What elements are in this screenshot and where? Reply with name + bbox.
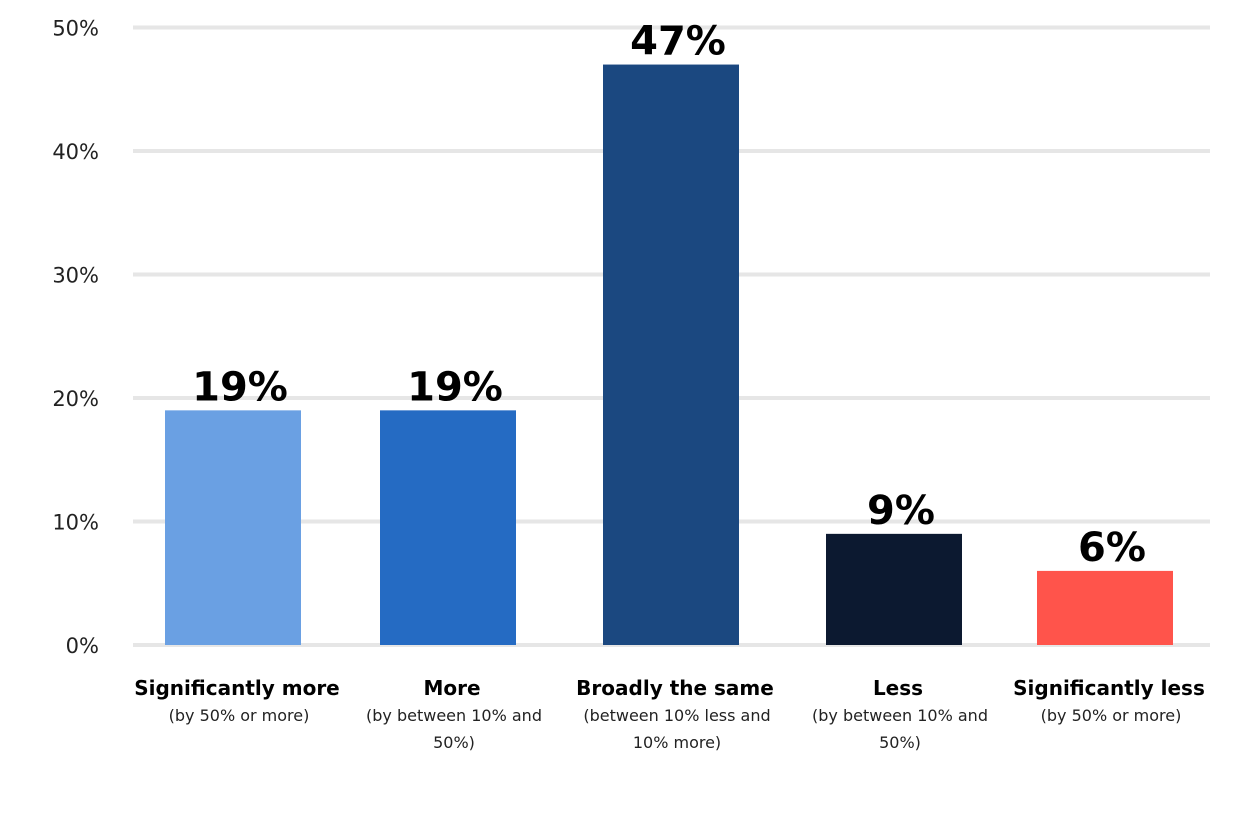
- bar: [603, 64, 739, 646]
- y-tick-label: 30%: [52, 264, 99, 288]
- category-label: Significantly less: [1013, 676, 1205, 700]
- data-label: 19%: [192, 364, 288, 410]
- data-label: 47%: [630, 19, 726, 65]
- y-tick-label: 10%: [52, 511, 99, 535]
- category-label: More: [423, 676, 480, 700]
- y-tick-label: 40%: [52, 140, 99, 164]
- category-sublabel: (by 50% or more): [1041, 706, 1182, 725]
- data-label: 6%: [1078, 525, 1146, 571]
- y-tick-label: 20%: [52, 387, 99, 411]
- category-sublabel: (between 10% less and: [583, 706, 770, 725]
- data-label: 19%: [407, 364, 503, 410]
- category-sublabel: 10% more): [633, 733, 721, 752]
- category-sublabel: 50%): [879, 733, 921, 752]
- category-sublabel: (by between 10% and: [812, 706, 988, 725]
- bar: [826, 533, 962, 645]
- category-sublabel: 50%): [433, 733, 475, 752]
- y-tick-label: 0%: [66, 634, 99, 658]
- category-label: Significantly more: [134, 676, 340, 700]
- data-label: 9%: [867, 488, 935, 534]
- bars: [165, 64, 1173, 646]
- bar: [380, 410, 516, 645]
- y-tick-label: 50%: [52, 17, 99, 41]
- category-sublabel: (by 50% or more): [169, 706, 310, 725]
- category-label: Broadly the same: [576, 676, 774, 700]
- category-sublabel: (by between 10% and: [366, 706, 542, 725]
- y-axis-ticks: 0% 10% 20% 30% 40% 50%: [52, 17, 99, 659]
- bar: [1037, 570, 1173, 645]
- category-labels: Significantly more (by 50% or more) More (b…: [134, 676, 1205, 752]
- data-labels: 19% 19% 47% 9% 6%: [192, 19, 1146, 571]
- bar: [165, 410, 301, 645]
- category-label: Less: [873, 676, 923, 700]
